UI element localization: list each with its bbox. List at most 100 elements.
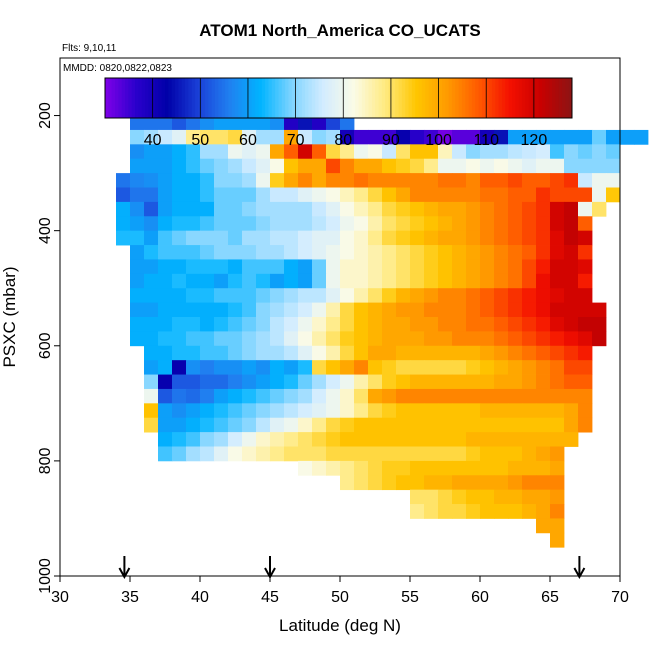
heatmap-cell xyxy=(312,187,327,203)
colorbar-segment xyxy=(181,78,186,118)
heatmap-cell xyxy=(214,115,229,131)
heatmap-cell xyxy=(424,230,439,246)
colorbar-segment xyxy=(165,78,169,118)
heatmap-cell xyxy=(270,144,285,160)
heatmap-cell xyxy=(326,417,341,433)
colorbar-segment xyxy=(268,78,273,118)
heatmap-cell xyxy=(326,245,341,260)
heatmap-cell xyxy=(312,259,327,275)
heatmap-cell xyxy=(326,158,341,174)
heatmap-cell xyxy=(312,331,327,347)
colorbar-segment xyxy=(568,78,573,118)
heatmap-cell xyxy=(354,288,369,304)
heatmap-cell xyxy=(340,173,355,188)
heatmap-cell xyxy=(172,245,187,260)
heatmap-cell xyxy=(298,158,313,174)
heatmap-cell xyxy=(508,388,523,404)
colorbar-segment xyxy=(541,78,546,118)
heatmap-cell xyxy=(564,273,579,289)
heatmap-cell xyxy=(256,288,271,304)
heatmap-cell xyxy=(228,388,243,404)
colorbar-segment xyxy=(265,78,269,118)
colorbar-tick-label: 40 xyxy=(144,132,162,149)
colorbar-segment xyxy=(141,78,146,118)
y-tick-label: 400 xyxy=(37,217,54,244)
heatmap-cell xyxy=(298,432,313,447)
heatmap-cell xyxy=(382,201,397,217)
heatmap-cell xyxy=(522,489,537,505)
heatmap-cell xyxy=(508,475,523,491)
heatmap-cell xyxy=(270,230,285,246)
heatmap-cell xyxy=(564,216,579,232)
heatmap-cell xyxy=(340,331,355,347)
heatmap-cell xyxy=(340,374,355,390)
colorbar-segment xyxy=(378,78,383,118)
heatmap-cell xyxy=(186,317,201,332)
heatmap-cell xyxy=(466,173,481,188)
heatmap-cell xyxy=(158,115,173,131)
heatmap-cell xyxy=(382,173,397,188)
heatmap-cell xyxy=(340,273,355,289)
heatmap-cell xyxy=(312,360,327,375)
heatmap-cell xyxy=(298,417,313,433)
heatmap-cell xyxy=(508,317,523,332)
colorbar-segment xyxy=(468,78,473,118)
x-tick-label: 60 xyxy=(471,589,489,606)
colorbar-segment xyxy=(411,78,416,118)
heatmap-cell xyxy=(284,158,299,174)
heatmap-cell xyxy=(480,504,495,519)
heatmap-cell xyxy=(186,331,201,347)
heatmap-cell xyxy=(228,173,243,188)
heatmap-cell xyxy=(130,201,145,217)
heatmap-cell xyxy=(396,460,411,476)
dates-label: MMDD: 0820,0822,0823 xyxy=(63,63,172,74)
heatmap-cell xyxy=(228,216,243,232)
heatmap-cell xyxy=(312,158,327,174)
colorbar-segment xyxy=(331,78,336,118)
heatmap-cell xyxy=(298,201,313,217)
colorbar-segment xyxy=(121,78,126,118)
heatmap-cell xyxy=(158,345,173,361)
colorbar-segment xyxy=(325,78,329,118)
heatmap-cell xyxy=(522,187,537,203)
heatmap-cell xyxy=(368,173,383,188)
heatmap-cell xyxy=(130,187,145,203)
heatmap-cell xyxy=(424,504,439,519)
heatmap-cell xyxy=(284,245,299,260)
heatmap-cell xyxy=(312,417,327,433)
x-tick-label: 55 xyxy=(401,589,419,606)
heatmap-cell xyxy=(158,201,173,217)
heatmap-cell xyxy=(522,360,537,375)
heatmap-cell xyxy=(256,201,271,217)
heatmap-cell xyxy=(410,489,425,505)
heatmap-cell xyxy=(466,460,481,476)
heatmap-cell xyxy=(298,187,313,203)
heatmap-cell xyxy=(256,388,271,404)
heatmap-cell xyxy=(494,201,509,217)
heatmap-cell xyxy=(508,187,523,203)
y-tick-label: 600 xyxy=(37,332,54,359)
heatmap-cell xyxy=(382,403,397,419)
y-axis: 200 400 600 800 1000 xyxy=(37,102,60,594)
heatmap-cell xyxy=(564,388,579,404)
heatmap-cell xyxy=(270,288,285,304)
heatmap-cell xyxy=(270,446,285,462)
heatmap-cell xyxy=(326,388,341,404)
heatmap-cell xyxy=(186,230,201,246)
x-tick-label: 65 xyxy=(541,589,559,606)
heatmap-cell xyxy=(564,345,579,361)
heatmap-cell xyxy=(214,374,229,390)
heatmap-cell xyxy=(242,144,257,160)
heatmap-cell xyxy=(466,187,481,203)
heatmap-cell xyxy=(242,187,257,203)
heatmap-cell xyxy=(522,460,537,476)
heatmap-cell xyxy=(312,446,327,462)
heatmap-cell xyxy=(284,173,299,188)
heatmap-cell xyxy=(424,446,439,462)
heatmap-cell xyxy=(522,245,537,260)
heatmap-cell xyxy=(340,302,355,318)
heatmap-cell xyxy=(564,374,579,390)
heatmap-cell xyxy=(550,158,565,174)
x-tick-label: 35 xyxy=(121,589,139,606)
